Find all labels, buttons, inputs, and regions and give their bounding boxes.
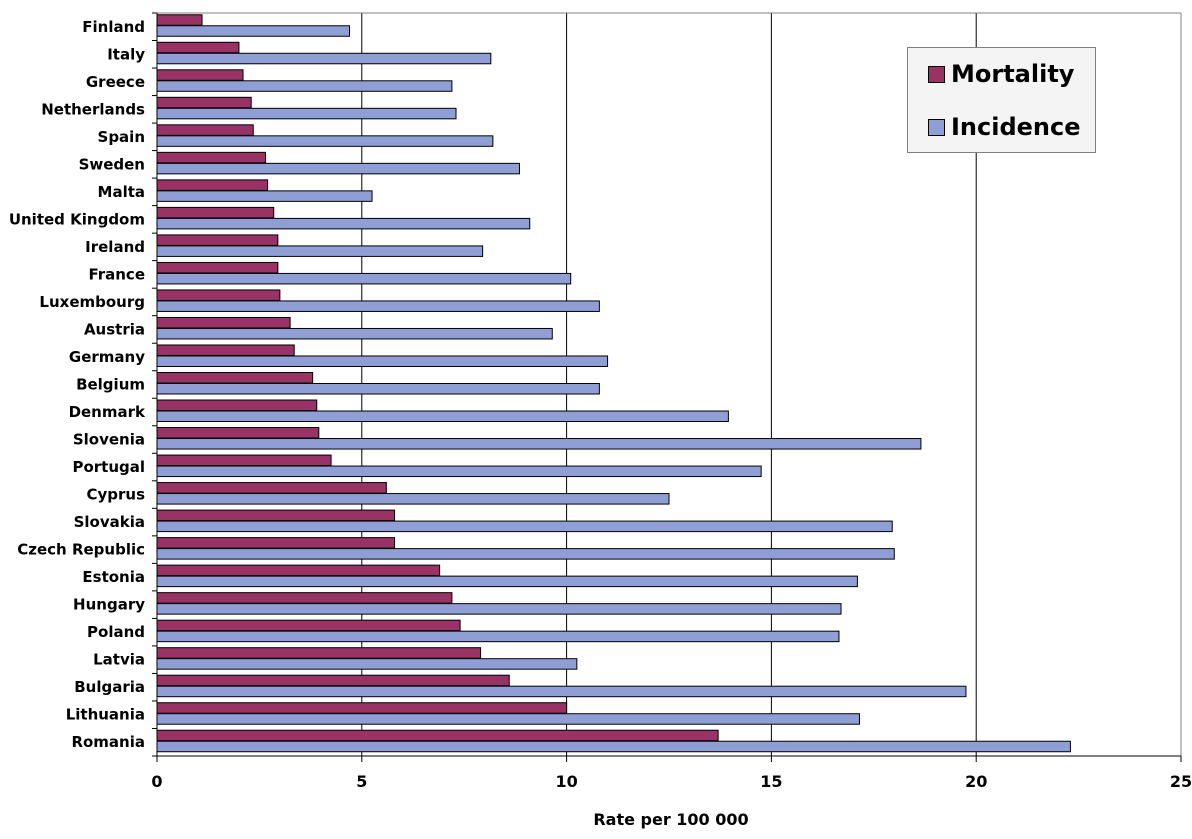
bar-incidence-cyprus bbox=[156, 493, 670, 505]
bar-mortality-poland bbox=[156, 619, 461, 632]
bar-mortality-malta bbox=[156, 179, 269, 191]
bar-mortality-portugal bbox=[156, 454, 332, 467]
bar-mortality-sweden bbox=[156, 151, 267, 164]
bar-mortality-france bbox=[156, 261, 279, 274]
bar-incidence-france bbox=[156, 272, 572, 285]
y-tick-label: Finland bbox=[82, 18, 145, 36]
bar-incidence-poland bbox=[156, 630, 840, 643]
legend-entry-mortality: Mortality bbox=[928, 62, 1074, 86]
x-tick-label: 0 bbox=[151, 772, 162, 791]
y-tick-label: Spain bbox=[98, 128, 145, 146]
bar-mortality-cyprus bbox=[156, 482, 387, 494]
bar-incidence-estonia bbox=[156, 575, 858, 588]
x-tick-label: 10 bbox=[555, 772, 577, 791]
y-tick-label: Czech Republic bbox=[17, 541, 145, 559]
bar-mortality-romania bbox=[156, 729, 719, 742]
bar-mortality-estonia bbox=[156, 564, 441, 577]
bar-incidence-italy bbox=[156, 52, 492, 65]
x-axis-title: Rate per 100 000 bbox=[593, 810, 748, 829]
bar-mortality-austria bbox=[156, 316, 291, 329]
y-tick-label: Germany bbox=[69, 348, 145, 366]
bar-mortality-bulgaria bbox=[156, 674, 510, 687]
bar-mortality-united-kingdom bbox=[156, 206, 275, 219]
bar-mortality-finland bbox=[156, 14, 203, 26]
bar-mortality-germany bbox=[156, 344, 295, 356]
bar-incidence-spain bbox=[156, 135, 494, 147]
bar-mortality-spain bbox=[156, 124, 254, 136]
y-tick-label: Netherlands bbox=[41, 100, 145, 118]
bar-incidence-romania bbox=[156, 740, 1071, 753]
y-tick-label: Ireland bbox=[85, 238, 145, 256]
y-tick-label: Malta bbox=[98, 183, 145, 201]
bar-incidence-austria bbox=[156, 327, 553, 340]
y-tick-label: Austria bbox=[84, 320, 145, 338]
y-tick-label: France bbox=[88, 265, 145, 283]
legend-label-incidence: Incidence bbox=[951, 113, 1081, 141]
y-tick-label: Denmark bbox=[69, 403, 146, 421]
y-tick-label: Hungary bbox=[73, 596, 145, 614]
y-tick-label: Portugal bbox=[72, 458, 145, 476]
bar-incidence-sweden bbox=[156, 162, 520, 175]
bar-incidence-finland bbox=[156, 25, 351, 37]
bar-mortality-hungary bbox=[156, 592, 453, 604]
bar-mortality-belgium bbox=[156, 372, 314, 384]
x-tick-label: 5 bbox=[356, 772, 367, 791]
bar-mortality-netherlands bbox=[156, 96, 252, 109]
y-tick-label: Romania bbox=[71, 733, 145, 751]
legend: Mortality Incidence bbox=[907, 47, 1096, 153]
bar-mortality-lithuania bbox=[156, 702, 568, 714]
legend-entry-incidence: Incidence bbox=[928, 115, 1081, 139]
bar-mortality-italy bbox=[156, 41, 240, 54]
y-tick-label: Slovenia bbox=[73, 431, 145, 449]
bar-incidence-slovakia bbox=[156, 520, 893, 533]
bar-mortality-ireland bbox=[156, 234, 279, 246]
bar-incidence-greece bbox=[156, 80, 453, 92]
y-tick-label: Italy bbox=[107, 45, 145, 63]
bar-mortality-latvia bbox=[156, 647, 482, 659]
bar-mortality-luxembourg bbox=[156, 289, 281, 301]
bar-mortality-slovenia bbox=[156, 427, 320, 439]
legend-label-mortality: Mortality bbox=[951, 60, 1075, 88]
bar-incidence-czech-republic bbox=[156, 548, 895, 560]
y-tick-label: Poland bbox=[87, 623, 145, 641]
y-tick-label: Lithuania bbox=[66, 706, 145, 724]
x-tick-label: 15 bbox=[760, 772, 782, 791]
bar-mortality-denmark bbox=[156, 399, 318, 412]
bar-mortality-greece bbox=[156, 69, 244, 81]
bar-incidence-luxembourg bbox=[156, 300, 600, 312]
y-tick-label: Estonia bbox=[82, 568, 145, 586]
bar-incidence-denmark bbox=[156, 410, 729, 423]
legend-swatch-mortality bbox=[928, 65, 945, 83]
y-tick-label: Slovakia bbox=[74, 513, 145, 531]
bar-incidence-slovenia bbox=[156, 438, 922, 450]
y-tick-label: United Kingdom bbox=[9, 210, 145, 228]
bar-incidence-portugal bbox=[156, 465, 762, 478]
bar-mortality-slovakia bbox=[156, 509, 396, 522]
y-tick-label: Belgium bbox=[76, 376, 145, 394]
legend-swatch-incidence bbox=[928, 118, 945, 136]
bar-incidence-hungary bbox=[156, 603, 842, 615]
bar-incidence-netherlands bbox=[156, 107, 457, 120]
bar-incidence-bulgaria bbox=[156, 685, 967, 698]
bar-incidence-united-kingdom bbox=[156, 217, 531, 230]
bar-incidence-ireland bbox=[156, 245, 484, 257]
bar-mortality-czech-republic bbox=[156, 537, 396, 549]
x-tick-label: 20 bbox=[965, 772, 987, 791]
bar-incidence-lithuania bbox=[156, 713, 860, 725]
y-tick-label: Latvia bbox=[93, 651, 145, 669]
y-tick-label: Greece bbox=[86, 73, 145, 91]
bar-incidence-germany bbox=[156, 355, 609, 367]
y-tick-label: Cyprus bbox=[86, 486, 145, 504]
y-tick-label: Bulgaria bbox=[74, 678, 145, 696]
bar-incidence-malta bbox=[156, 190, 373, 202]
bar-incidence-latvia bbox=[156, 658, 578, 670]
x-tick-label: 25 bbox=[1170, 772, 1192, 791]
y-tick-label: Sweden bbox=[79, 155, 145, 173]
bar-incidence-belgium bbox=[156, 383, 600, 395]
y-tick-label: Luxembourg bbox=[39, 293, 145, 311]
